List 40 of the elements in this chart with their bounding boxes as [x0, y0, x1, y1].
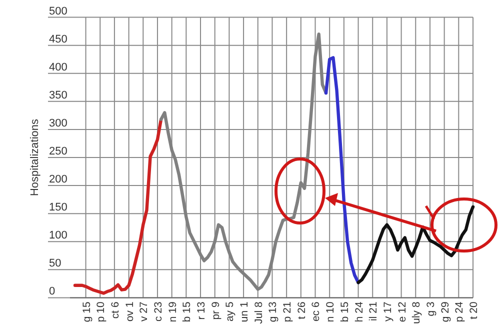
x-tick-label: v 27 — [138, 302, 150, 322]
x-tick-label: t 26 — [296, 302, 308, 320]
x-tick-label: b 15 — [338, 302, 351, 322]
x-tick-label: Jul 8 — [252, 302, 265, 324]
y-tick-label: 200 — [49, 174, 68, 186]
x-tick-label: ec 6 — [310, 302, 322, 322]
y-tick-label: 350 — [49, 89, 68, 102]
x-tick-label: n 19 — [166, 302, 179, 322]
x-tick-label: n 10 — [324, 302, 337, 322]
y-tick-label: 100 — [49, 230, 68, 242]
y-axis-title: Hospitalizations — [29, 118, 41, 196]
y-tick-label: 450 — [49, 33, 68, 46]
x-tick-label: p 24 — [454, 302, 466, 322]
y-tick-label: 150 — [49, 202, 68, 214]
x-tick-label: pr 9 — [210, 302, 222, 320]
x-tick-label: uly 8 — [410, 302, 423, 324]
y-tick-label: 0 — [49, 286, 56, 298]
x-tick-label: un 1 — [238, 302, 251, 322]
y-tick-label: 300 — [49, 117, 68, 130]
x-tick-label: ct 6 — [109, 302, 122, 319]
x-tick-label: y 17 — [382, 302, 394, 322]
x-tick-label: b 15 — [181, 302, 194, 322]
x-tick-label: c 23 — [152, 302, 164, 322]
x-tick-label: t 20 — [468, 302, 480, 320]
x-tick-label: e 12 — [396, 302, 408, 322]
x-tick-label: ay 5 — [224, 302, 236, 322]
x-tick-label: ov 1 — [124, 302, 136, 322]
y-tick-label: 400 — [49, 61, 68, 74]
x-tick-label: p 10 — [95, 302, 108, 322]
x-tick-label: p 21 — [282, 302, 294, 322]
x-tick-label: g 3 — [424, 302, 437, 316]
x-tick-label: g 15 — [80, 302, 93, 322]
y-tick-label: 50 — [49, 258, 62, 270]
x-tick-label: il 21 — [368, 302, 380, 321]
x-tick-label: g 13 — [267, 302, 280, 322]
y-tick-label: 500 — [49, 5, 68, 18]
y-tick-label: 250 — [49, 146, 68, 158]
x-tick-label: g 29 — [439, 302, 452, 322]
x-tick-label: r 13 — [196, 302, 208, 320]
x-tick-label: h 24 — [353, 302, 366, 322]
